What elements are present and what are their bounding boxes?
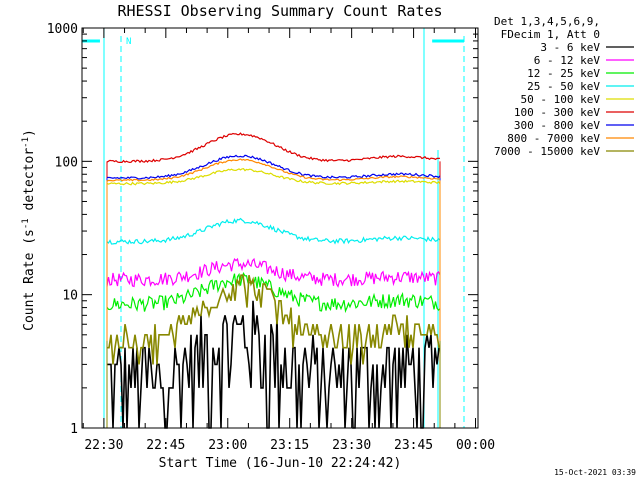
y-tick-label: 100 (55, 155, 78, 170)
axes: 1 10 100 1000 22:30 22:45 23:00 23:15 23:30 23:45… (47, 22, 495, 453)
y-tick-label: 1000 (47, 22, 78, 37)
plot-area: N (82, 28, 465, 429)
legend-label: 50 - 100 keV (521, 93, 601, 106)
y-label-part: Count Rate (s (22, 229, 37, 331)
y-label-superscript: -1 (21, 137, 31, 148)
legend-label: 25 - 50 keV (527, 80, 600, 93)
series-line (106, 217, 441, 245)
x-tick-label: 23:45 (394, 438, 433, 453)
x-tick-label: 23:15 (270, 438, 309, 453)
y-tick-label: 10 (62, 289, 78, 304)
series-line (107, 300, 440, 429)
legend-label: 800 - 7000 keV (507, 132, 600, 145)
legend-label: 6 - 12 keV (534, 54, 601, 67)
y-label-part: detector (22, 148, 37, 219)
series-line (106, 158, 440, 182)
legend-label: 7000 - 15000 keV (494, 145, 600, 158)
x-tick-label: 22:45 (146, 438, 185, 453)
x-tick-label: 00:00 (456, 438, 495, 453)
shade-annotation-n: N (126, 37, 131, 47)
series-line (106, 154, 441, 180)
legend-label: 100 - 300 keV (514, 106, 600, 119)
x-tick-label: 23:30 (332, 438, 371, 453)
series-line (106, 167, 441, 186)
legend-label: 3 - 6 keV (540, 41, 600, 54)
plot-frame (81, 27, 479, 429)
y-tick-label: 1 (70, 422, 78, 437)
y-label-superscript: -1 (21, 218, 31, 229)
series-line (106, 272, 441, 314)
series-line (107, 274, 440, 365)
legend-label: 12 - 25 keV (527, 67, 600, 80)
timestamp: 15-Oct-2021 03:39 (554, 468, 636, 477)
legend-label: 300 - 800 keV (514, 119, 600, 132)
y-axis-label: Count Rate (s-1 detector-1) (21, 129, 37, 331)
legend: Det 1,3,4,5,6,9,FDecim 1, Att 03 - 6 keV… (494, 15, 634, 158)
series-line (106, 257, 441, 288)
legend-header-line: Det 1,3,4,5,6,9, (494, 15, 600, 28)
x-axis-label: Start Time (16-Jun-10 22:24:42) (159, 456, 402, 471)
x-tick-label: 22:30 (84, 438, 123, 453)
x-tick-label: 23:00 (208, 438, 247, 453)
series-line (106, 132, 441, 164)
legend-header-line: FDecim 1, Att 0 (501, 28, 600, 41)
y-label-part: ) (22, 129, 37, 137)
chart-title: RHESSI Observing Summary Count Rates (117, 2, 442, 20)
